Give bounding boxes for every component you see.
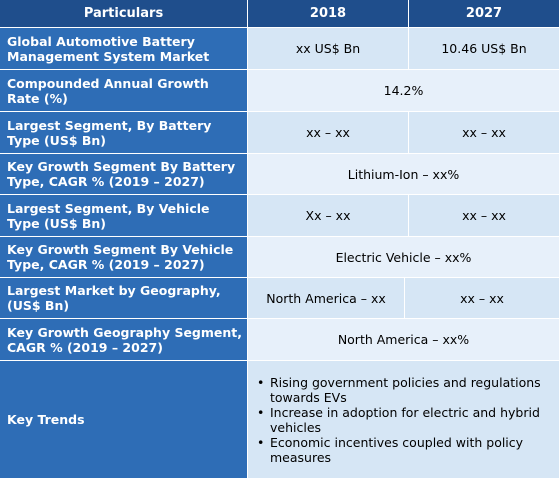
header-year-2018: 2018	[248, 0, 409, 28]
bullet-icon: •	[257, 434, 265, 450]
row-label-growth-battery: Key Growth Segment By Battery Type, CAGR…	[0, 154, 248, 195]
header-year-2027: 2027	[409, 0, 559, 28]
row-label-largest-vehicle: Largest Segment, By Vehicle Type (US$ Bn…	[0, 195, 248, 237]
row-label-largest-geography: Largest Market by Geography, (US$ Bn)	[0, 278, 248, 319]
key-trend-item: • Increase in adoption for electric and h…	[257, 404, 553, 435]
row-value-growth-battery: Lithium-Ion – xx%	[248, 154, 559, 195]
row-label-market: Global Automotive Battery Management Sys…	[0, 28, 248, 70]
key-trend-text: Rising government policies and regulatio…	[270, 374, 541, 405]
row-label-growth-vehicle: Key Growth Segment By Vehicle Type, CAGR…	[0, 237, 248, 278]
row-value-market-2018: xx US$ Bn	[248, 28, 409, 70]
key-trend-item: • Economic incentives coupled with policy…	[257, 434, 553, 465]
header-particulars: Particulars	[0, 0, 248, 28]
row-value-largest-vehicle-2027: xx – xx	[409, 195, 559, 237]
row-value-growth-vehicle: Electric Vehicle – xx%	[248, 237, 559, 278]
key-trends-list: • Rising government policies and regulati…	[248, 375, 553, 465]
row-value-largest-battery-2027: xx – xx	[409, 112, 559, 154]
row-value-largest-battery-2018: xx – xx	[248, 112, 409, 154]
key-trend-text: Increase in adoption for electric and hy…	[270, 404, 540, 435]
row-value-largest-vehicle-2018: Xx – xx	[248, 195, 409, 237]
row-value-market-2027: 10.46 US$ Bn	[409, 28, 559, 70]
key-trend-item: • Rising government policies and regulati…	[257, 374, 553, 405]
bullet-icon: •	[257, 374, 265, 390]
row-label-key-trends: Key Trends	[0, 361, 248, 478]
row-value-growth-geography: North America – xx%	[248, 319, 559, 361]
row-label-cagr: Compounded Annual Growth Rate (%)	[0, 70, 248, 112]
row-value-cagr: 14.2%	[248, 70, 559, 112]
bullet-icon: •	[257, 404, 265, 420]
row-value-key-trends: • Rising government policies and regulati…	[248, 361, 559, 478]
row-value-largest-geography-2027: xx – xx	[405, 278, 559, 319]
row-label-largest-battery: Largest Segment, By Battery Type (US$ Bn…	[0, 112, 248, 154]
key-trend-text: Economic incentives coupled with policy …	[270, 434, 524, 465]
row-value-largest-geography-2018: North America – xx	[248, 278, 405, 319]
row-label-growth-geography: Key Growth Geography Segment, CAGR % (20…	[0, 319, 248, 361]
